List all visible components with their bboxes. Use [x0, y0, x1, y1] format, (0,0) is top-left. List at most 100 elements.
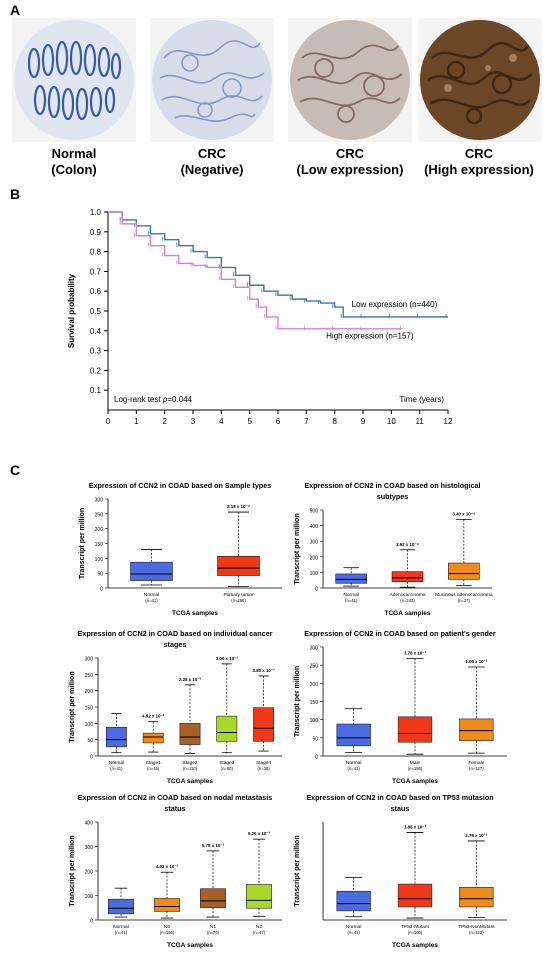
- boxplot-group-label: Stage1: [146, 760, 162, 766]
- boxplot-y-tick-label: 0: [90, 755, 93, 761]
- km-x-tick-label: 4: [219, 417, 224, 426]
- km-curve-high-expression: [108, 211, 403, 330]
- km-survival-chart: 0.10.20.30.40.50.60.70.80.91.00 1 2 3 4 5 6 7 8 9…: [67, 208, 453, 426]
- km-y-tick-label: 0.8: [90, 248, 102, 257]
- boxplot-group-label: Primary tumor: [223, 592, 254, 598]
- boxplot-sample-types: Expression of CCN2 in COAD based on Samp…: [79, 481, 282, 617]
- boxplot-group-n: (n=41): [145, 598, 158, 603]
- boxplot-group-n: (n=122): [469, 930, 484, 935]
- boxplot-group-n: (n=37): [458, 598, 471, 603]
- boxplot-group-n: (n=286): [231, 598, 246, 603]
- boxplot-x-axis-label: TCGA samples: [167, 778, 213, 785]
- km-y-tick-label: 0.2: [90, 366, 102, 375]
- ihc-image-normal-colon: [12, 18, 136, 142]
- boxplot-y-tick-label: 250: [310, 664, 319, 670]
- panel-b-label: B: [10, 186, 21, 202]
- boxplot-group-label: Normal: [346, 924, 361, 930]
- boxplot-group-label: Normal: [346, 760, 361, 766]
- boxplot-y-axis-label: Transcript per million: [69, 671, 76, 742]
- boxplot-y-tick-label: 300: [95, 498, 104, 504]
- km-y-tick-label: 0.3: [90, 347, 102, 356]
- boxplot-box-normal: [335, 573, 367, 584]
- boxplot-group-label: Mucinous adenocarcinoma: [435, 592, 493, 598]
- boxplot-box-stage4: [253, 707, 275, 742]
- boxplot-significance: 2.78 x 10⁻³: [465, 833, 488, 838]
- boxplot-y-tick-label: 400: [310, 524, 319, 530]
- boxplot-significance: 4.02 x 10⁻³: [156, 864, 179, 869]
- km-y-tick-label: 0.5: [90, 307, 102, 316]
- boxplot-y-axis-label: Transcript per million: [294, 513, 301, 584]
- boxplot-box-normal: [108, 898, 134, 915]
- boxplot-title-line: staus: [391, 804, 410, 813]
- boxplot-group-label: N2: [256, 924, 262, 930]
- boxplot-y-tick-label: 100: [85, 722, 94, 728]
- km-x-tick-label: 7: [304, 417, 309, 426]
- km-x-tick-label: 1: [134, 417, 139, 426]
- boxplot-box-stage1: [142, 732, 164, 744]
- boxplot-group-n: (n=41): [348, 930, 361, 935]
- boxplot-y-tick-label: 150: [85, 706, 94, 712]
- boxplot-group-n: (n=156): [408, 766, 423, 771]
- km-legend-high: High expression (n=157): [326, 332, 414, 341]
- boxplot-group-label: Stage4: [256, 760, 272, 766]
- boxplot-y-tick-label: 0: [315, 755, 318, 761]
- boxplot-group-label: Normal: [109, 760, 124, 766]
- boxplot-y-axis-label: Transcript per million: [294, 666, 301, 737]
- boxplot-box-normal: [336, 890, 371, 912]
- ihc-caption-normal: Normal (Colon): [51, 146, 97, 177]
- boxplot-group-n: (n=166): [160, 930, 175, 935]
- boxplot-y-tick-label: 250: [85, 673, 94, 679]
- boxplot-x-axis-label: TCGA samples: [392, 778, 438, 785]
- boxplot-y-tick-label: 300: [310, 540, 319, 546]
- ihc-image-crc-high-expression: [418, 18, 542, 142]
- km-x-tick-label: 5: [247, 417, 252, 426]
- ihc-caption-high: CRC (High expression): [424, 146, 534, 177]
- boxplot-title-line: Expression of CCN2 in COAD based on TP53…: [306, 793, 493, 802]
- boxplot-title-line: status: [164, 804, 185, 813]
- boxplot-significance: 3.80 x 10⁻³: [253, 668, 276, 673]
- boxplot-y-tick-label: 100: [85, 894, 94, 900]
- boxplot-title-line: Expression of CCN2 in COAD based on hist…: [304, 481, 480, 490]
- boxplot-y-tick-label: 100: [95, 557, 104, 563]
- km-x-tick-label: 8: [332, 417, 337, 426]
- km-curve-low-expression: [108, 211, 448, 318]
- km-x-tick-label: 9: [361, 417, 366, 426]
- boxplot-box-stage3: [216, 715, 238, 742]
- boxplot-title-line: subtypes: [377, 492, 409, 501]
- boxplot-gender: Expression of CCN2 in COAD based on pati…: [294, 629, 507, 785]
- boxplot-y-tick-label: 250: [95, 512, 104, 518]
- boxplot-box-n2: [246, 884, 272, 909]
- boxplot-y-tick-label: 300: [310, 646, 319, 652]
- boxplot-group-label: TP53-NonMutant: [458, 924, 495, 930]
- km-x-axis-label: Time (years): [399, 395, 444, 404]
- boxplot-significance: 5.78 x 10⁻³: [202, 843, 225, 848]
- boxplot-significance: 4.82 x 10⁻³: [142, 714, 165, 719]
- boxplot-group-n: (n=243): [400, 598, 415, 603]
- boxplot-group-n: (n=80): [221, 766, 234, 771]
- boxplot-box-female: [459, 718, 494, 742]
- boxplot-y-tick-label: 200: [310, 682, 319, 688]
- boxplot-x-axis-label: TCGA samples: [172, 610, 218, 617]
- boxplot-group-n: (n=41): [110, 766, 123, 771]
- boxplot-y-axis-label: Transcript per million: [79, 508, 86, 579]
- km-x-tick-label: 3: [191, 417, 196, 426]
- boxplot-histological-subtypes: Expression of CCN2 in COAD based on hist…: [294, 481, 493, 617]
- boxplot-group-n: (n=41): [348, 766, 361, 771]
- boxplot-group-label: Normal: [113, 924, 128, 930]
- boxplot-group-n: (n=41): [115, 930, 128, 935]
- boxplot-y-tick-label: 200: [85, 689, 94, 695]
- ihc-caption-low: CRC (Low expression): [296, 146, 404, 177]
- km-y-tick-label: 0.7: [90, 267, 102, 276]
- km-y-axis-label: Survival probability: [67, 273, 76, 348]
- boxplot-y-tick-label: 0: [100, 587, 103, 593]
- boxplot-y-tick-label: 400: [85, 821, 94, 827]
- boxplot-box-normal: [130, 561, 173, 581]
- km-x-tick-label: 6: [276, 417, 281, 426]
- boxplot-significance: 2.28 x 10⁻³: [179, 677, 202, 682]
- boxplot-box-primary-tumor: [217, 555, 260, 576]
- boxplot-group-label: N0: [164, 924, 170, 930]
- boxplot-y-tick-label: 0: [90, 919, 93, 925]
- boxplot-y-tick-label: 50: [312, 736, 318, 742]
- boxplot-title-line: Expression of CCN2 in COAD based on pati…: [304, 629, 496, 638]
- km-y-tick-label: 0.1: [90, 386, 102, 395]
